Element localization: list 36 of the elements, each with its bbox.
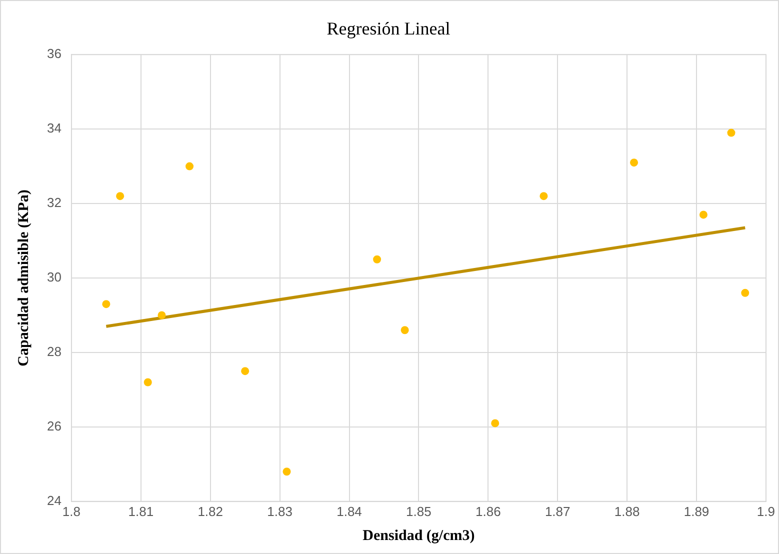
y-tick-label: 30 [46, 270, 62, 285]
point [540, 192, 548, 200]
x-axis-title: Densidad (g/cm3) [362, 528, 475, 544]
y-axis-title: Capacidad admisible (KPa) [16, 190, 32, 366]
y-tick-label: 32 [46, 195, 62, 210]
x-tick-label: 1.82 [198, 504, 224, 519]
x-tick-label: 1.85 [406, 504, 432, 519]
point [102, 300, 110, 308]
point [158, 311, 166, 320]
point [144, 378, 152, 386]
x-tick-label: 1.8 [62, 504, 80, 519]
point [373, 255, 382, 264]
y-tick-label: 34 [46, 120, 62, 136]
y-tick-label: 24 [46, 492, 62, 508]
x-tick-label: 1.84 [336, 504, 362, 519]
point [186, 162, 194, 170]
point [741, 288, 750, 297]
point [727, 128, 736, 137]
y-tick-label: 26 [46, 418, 62, 434]
x-tick-label: 1.81 [128, 504, 154, 519]
x-tick-label: 1.9 [756, 504, 776, 519]
x-tick-label: 1.89 [684, 504, 710, 519]
point [241, 367, 250, 376]
point [630, 158, 638, 167]
x-tick-label: 1.88 [614, 504, 640, 519]
point [116, 192, 124, 200]
x-tick-label: 1.87 [544, 504, 570, 519]
x-tick-label: 1.86 [476, 504, 501, 519]
y-tick-label: 36 [46, 46, 62, 62]
point [282, 468, 291, 476]
point [491, 419, 500, 428]
point [699, 210, 708, 219]
point [400, 326, 409, 334]
chart-title: Regresión Lineal [326, 18, 450, 39]
x-tick-label: 1.83 [267, 504, 292, 519]
y-tick-label: 28 [46, 344, 62, 360]
